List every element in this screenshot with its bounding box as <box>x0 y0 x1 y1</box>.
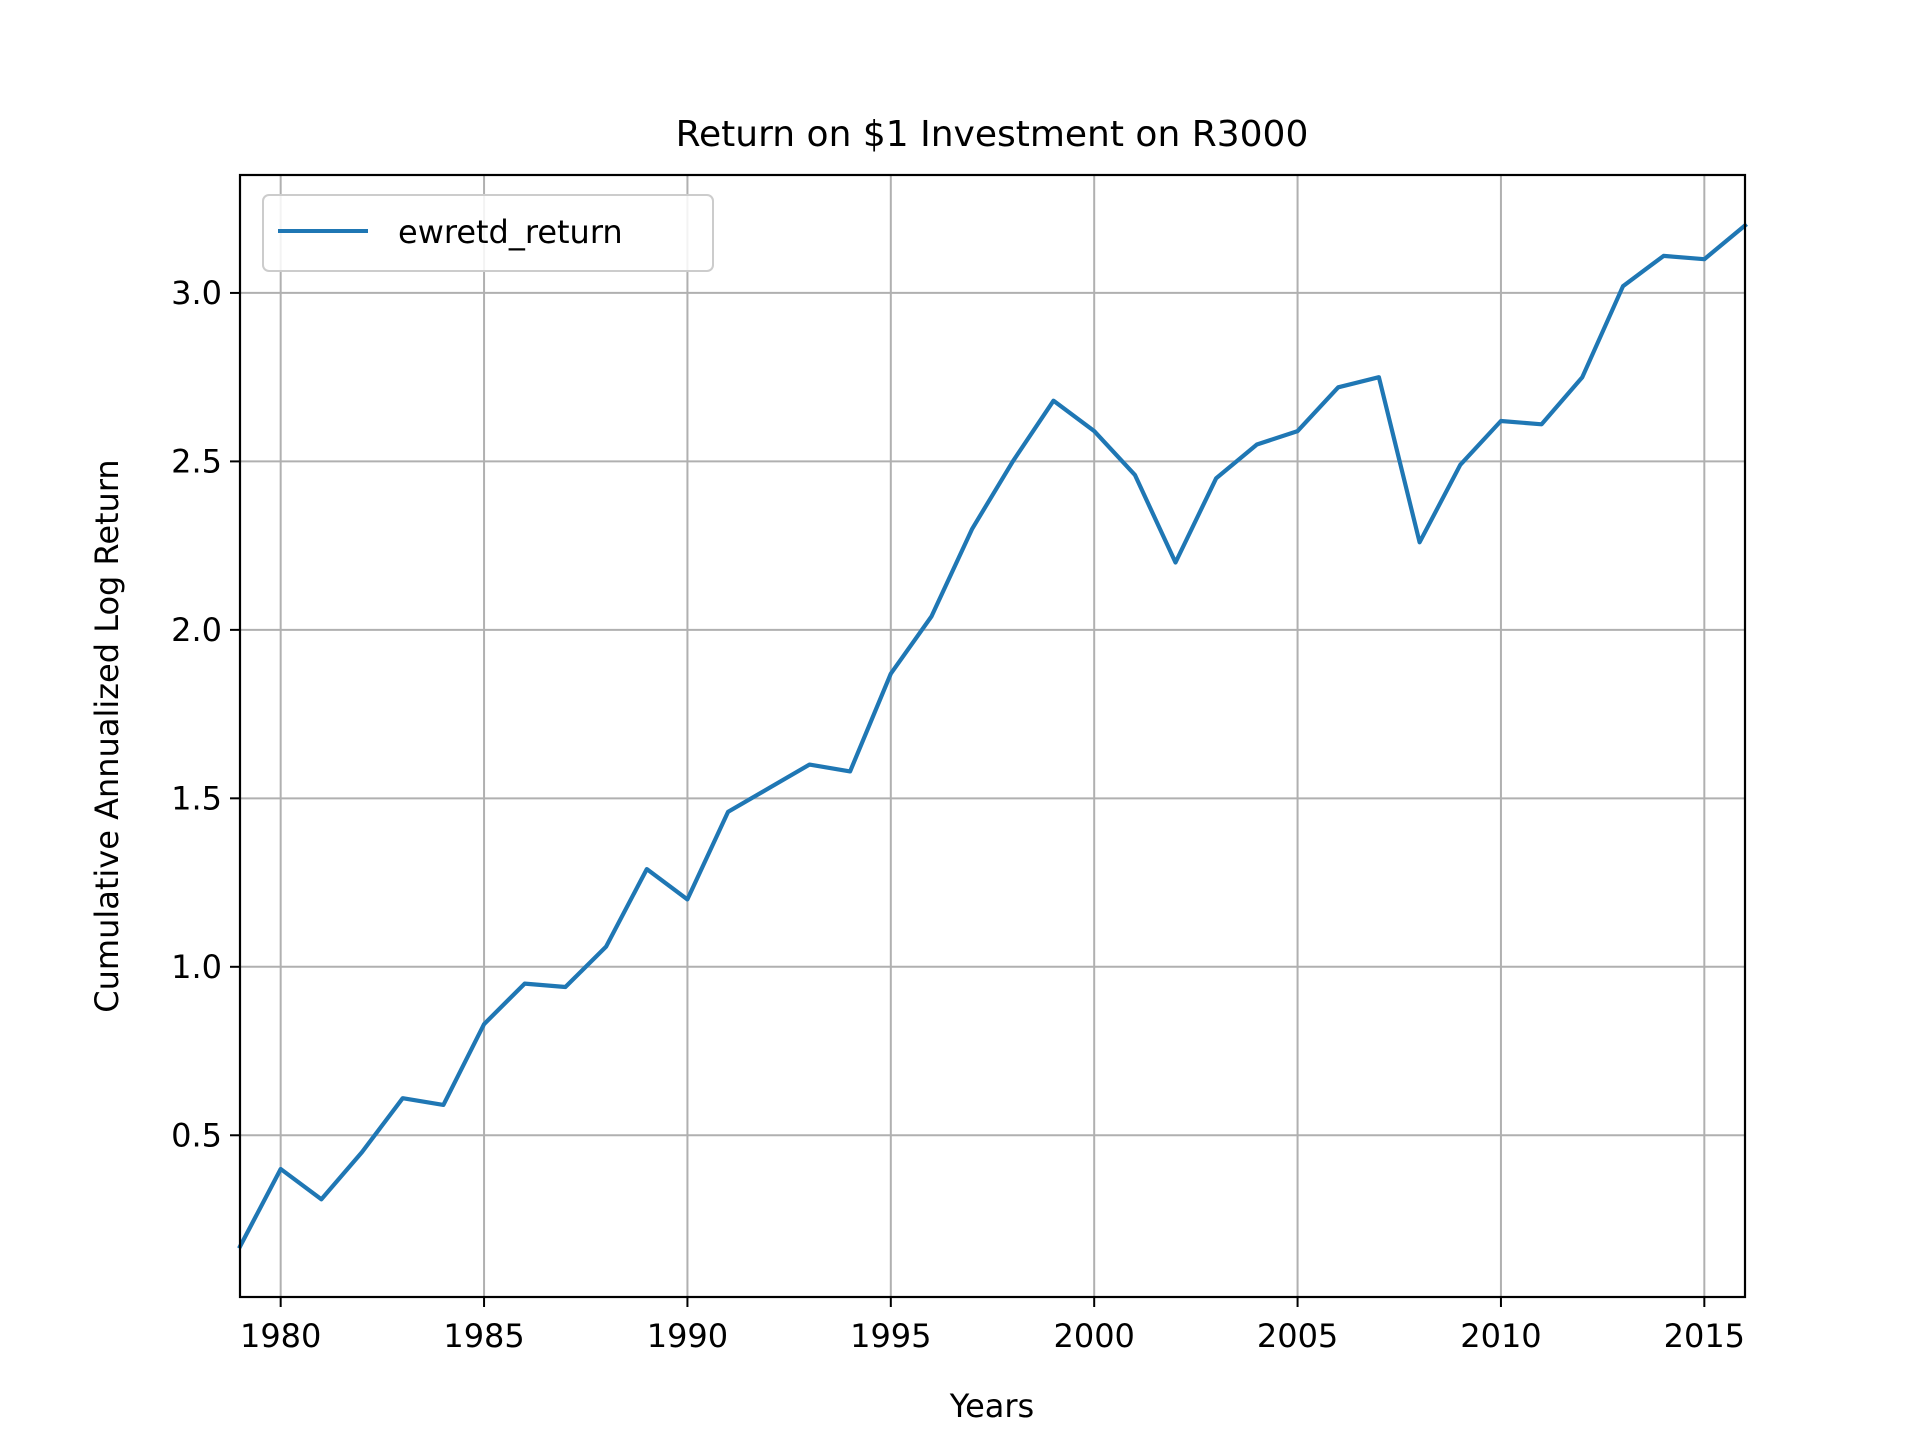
x-tick-label: 1980 <box>240 1317 321 1355</box>
legend-label-ewretd-return: ewretd_return <box>398 213 623 251</box>
x-tick-label: 2000 <box>1053 1317 1134 1355</box>
x-tick-label: 2005 <box>1257 1317 1338 1355</box>
y-tick-label: 3.0 <box>171 274 222 312</box>
y-tick-label: 2.0 <box>171 611 222 649</box>
y-tick-label: 0.5 <box>171 1116 222 1154</box>
x-tick-label: 2010 <box>1460 1317 1541 1355</box>
x-axis-label: Years <box>949 1387 1034 1425</box>
x-tick-label: 1990 <box>647 1317 728 1355</box>
y-axis-label: Cumulative Annualized Log Return <box>88 459 126 1012</box>
x-tick-label: 1985 <box>443 1317 524 1355</box>
x-tick-label: 1995 <box>850 1317 931 1355</box>
legend: ewretd_return <box>263 195 713 271</box>
y-tick-label: 2.5 <box>171 442 222 480</box>
chart-title: Return on $1 Investment on R3000 <box>676 114 1309 155</box>
y-tick-label: 1.5 <box>171 779 222 817</box>
x-tick-label: 2015 <box>1664 1317 1745 1355</box>
y-tick-label: 1.0 <box>171 948 222 986</box>
